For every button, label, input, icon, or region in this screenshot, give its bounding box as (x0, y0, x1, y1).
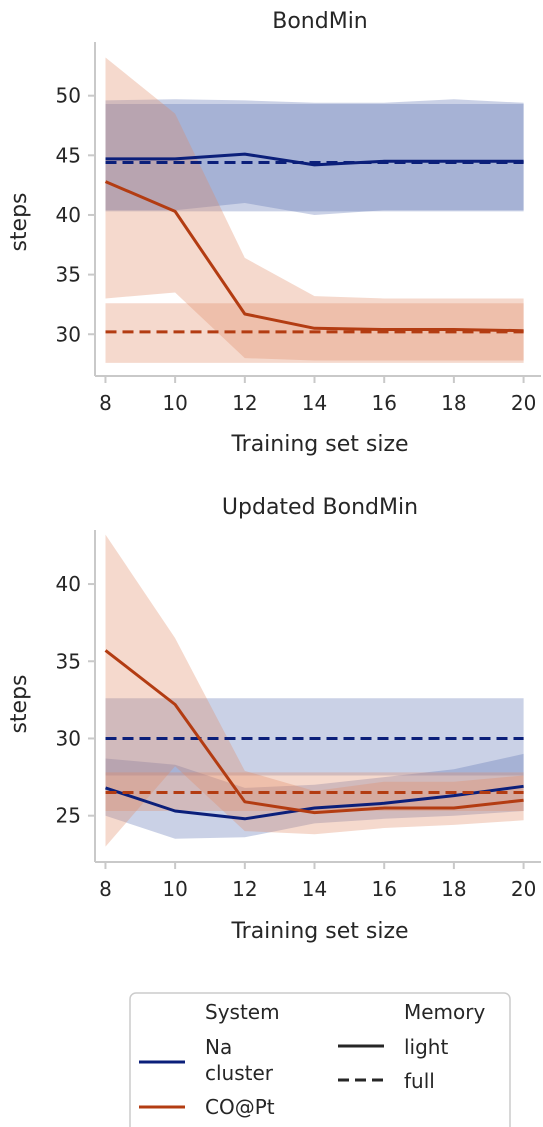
y-ticks: 30 35 40 45 50 (56, 84, 95, 346)
legend-label-na-cluster-line2: cluster (205, 1061, 274, 1085)
legend-label-full: full (404, 1069, 435, 1093)
uncertainty-bands (105, 57, 524, 363)
y-tick-label: 45 (56, 143, 81, 167)
y-tick-label: 50 (56, 84, 81, 108)
x-axis-label: Training set size (230, 919, 408, 944)
band-na-cluster-full (105, 698, 524, 776)
band-na-cluster-full (105, 104, 524, 212)
band-na-cluster-light (105, 99, 524, 215)
legend-label-na-cluster: Na cluster (205, 1035, 274, 1085)
y-tick-label: 25 (56, 804, 81, 828)
x-axis-label: Training set size (230, 432, 408, 457)
y-tick-label: 30 (56, 726, 81, 750)
x-tick-label: 8 (99, 877, 112, 901)
legend-label-light: light (404, 1035, 448, 1059)
x-tick-label: 20 (511, 877, 536, 901)
legend-memory-title: Memory (404, 1000, 486, 1024)
chart-bondmin: BondMin 8 10 12 14 16 18 20 30 35 40 45 50 Trainin… (7, 9, 541, 457)
y-ticks: 25 30 35 40 (56, 572, 95, 828)
y-tick-label: 35 (56, 649, 81, 673)
x-tick-label: 16 (371, 877, 396, 901)
x-tick-label: 14 (302, 391, 327, 415)
series-lines (104, 649, 524, 821)
x-ticks: 8 10 12 14 16 18 20 (99, 862, 536, 901)
y-tick-label: 30 (56, 322, 81, 346)
line-na-cluster-light (105, 784, 524, 821)
x-tick-label: 10 (162, 391, 187, 415)
x-tick-label: 12 (232, 877, 257, 901)
x-tick-label: 14 (302, 877, 327, 901)
line-co-pt-light (104, 180, 524, 333)
chart-title: Updated BondMin (222, 495, 418, 520)
series-lines (104, 152, 524, 334)
band-na-cluster-light (105, 753, 524, 839)
chart-title: BondMin (272, 9, 368, 34)
y-axis-label: steps (7, 192, 32, 251)
legend: System Na cluster CO@Pt Memory light ful… (129, 992, 511, 1127)
band-co-pt-light (105, 534, 524, 847)
x-tick-label: 18 (441, 391, 466, 415)
x-tick-label: 16 (371, 391, 396, 415)
chart-updated-bondmin: Updated BondMin 8 10 12 14 16 18 20 25 30 35 40 T… (7, 495, 541, 944)
x-tick-label: 20 (511, 391, 536, 415)
uncertainty-bands (105, 534, 524, 847)
legend-label-na-cluster-line1: Na (205, 1035, 232, 1059)
legend-label-co-pt: CO@Pt (205, 1095, 275, 1119)
x-tick-label: 10 (162, 877, 187, 901)
y-tick-label: 40 (56, 572, 81, 596)
y-tick-label: 40 (56, 203, 81, 227)
legend-frame (129, 992, 511, 1127)
legend-system-title: System (205, 1000, 280, 1024)
x-ticks: 8 10 12 14 16 18 20 (99, 376, 536, 415)
line-co-pt-light (104, 649, 524, 815)
y-tick-label: 35 (56, 263, 81, 287)
x-tick-label: 12 (232, 391, 257, 415)
x-tick-label: 18 (441, 877, 466, 901)
y-axis-label: steps (7, 674, 32, 733)
band-co-pt-light (105, 57, 524, 361)
x-tick-label: 8 (99, 391, 112, 415)
